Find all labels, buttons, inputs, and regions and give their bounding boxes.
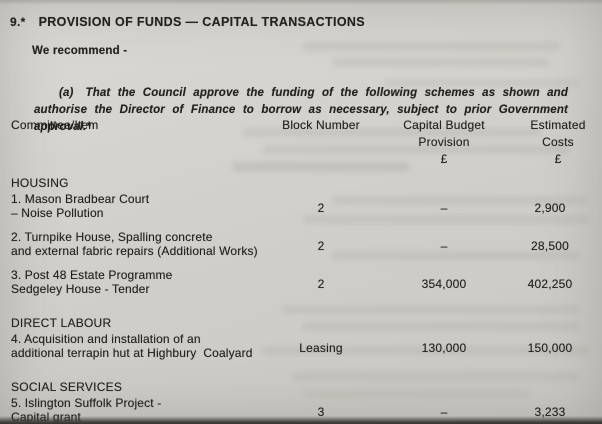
header-line: Provision — [418, 135, 470, 149]
item-line: – Noise Pollution — [11, 206, 104, 220]
header-line: Estimated — [530, 118, 586, 132]
table-row: 2. Turnpike House, Spalling concrete and … — [0, 230, 602, 258]
recommend-label: We recommend - — [32, 45, 128, 57]
block-number-value: 3 — [317, 405, 325, 419]
recommendation-clause: (a) That the Council approve the funding … — [34, 85, 568, 136]
clause-marker: (a) — [59, 86, 74, 99]
page-title: PROVISION OF FUNDS — CAPITAL TRANSACTION… — [38, 15, 365, 29]
item-description: 4. Acquisition and installation of an add… — [0, 332, 268, 360]
item-description: 3. Post 48 Estate Programme Sedgeley Hous… — [0, 268, 268, 296]
document-heading: 9.* PROVISION OF FUNDS — CAPITAL TRANSAC… — [10, 15, 365, 29]
header-line: Capital Budget — [403, 118, 485, 132]
item-line: Capital grant — [11, 410, 81, 424]
item-line: Sedgeley House - Tender — [11, 282, 150, 296]
item-line: 2. Turnpike House, Spalling concrete — [11, 230, 213, 244]
agenda-item-number: 9.* — [10, 15, 26, 29]
item-line: and external fabric repairs (Additional … — [11, 244, 258, 258]
estimated-costs-value: 150,000 — [527, 341, 573, 355]
block-number-value: 2 — [317, 201, 325, 215]
bleed-through-artifact — [332, 58, 550, 67]
capital-budget-provision-value: – — [440, 239, 448, 253]
block-number-value: Leasing — [299, 341, 343, 355]
item-line: 4. Acquisition and installation of an — [11, 332, 201, 346]
table-body: HOUSING 1. Mason Bradbear Court – Noise Po… — [0, 176, 602, 424]
bleed-through-artifact — [302, 42, 560, 51]
section-header: SOCIAL SERVICES — [11, 380, 123, 394]
currency-symbol: £ — [440, 152, 448, 166]
table-row: 3. Post 48 Estate Programme Sedgeley Hous… — [0, 268, 602, 296]
estimated-costs-value: 402,250 — [527, 277, 573, 291]
block-number-value: 2 — [317, 239, 325, 253]
capital-budget-provision-value: – — [440, 201, 448, 215]
table-row: 4. Acquisition and installation of an add… — [0, 332, 602, 360]
table-row: 5. Islington Suffolk Project - Capital gr… — [0, 396, 602, 424]
section-header: DIRECT LABOUR — [11, 316, 112, 330]
item-description: 5. Islington Suffolk Project - Capital gr… — [0, 396, 268, 424]
column-header-committee-item: Committee/Item — [11, 118, 99, 132]
photo-edge-shadow-top — [0, 0, 602, 5]
section-header: HOUSING — [11, 176, 69, 190]
item-description: 1. Mason Bradbear Court – Noise Pollution — [0, 192, 268, 220]
capital-transactions-table: Committee/Item Block Number Capital Budg… — [0, 112, 602, 424]
estimated-costs-value: 28,500 — [531, 239, 569, 253]
capital-budget-provision-value: 130,000 — [421, 341, 467, 355]
column-header-capital-budget-provision: Capital Budget Provision £ — [374, 117, 514, 168]
block-number-value: 2 — [317, 277, 325, 291]
item-line: 1. Mason Bradbear Court — [11, 192, 150, 206]
currency-symbol: £ — [554, 152, 562, 166]
table-row: 1. Mason Bradbear Court – Noise Pollution… — [0, 192, 602, 220]
table-header-row: Committee/Item Block Number Capital Budg… — [0, 112, 602, 168]
clause-text: That the Council approve the funding of … — [34, 86, 568, 133]
capital-budget-provision-value: 354,000 — [421, 277, 467, 291]
item-line: 5. Islington Suffolk Project - — [11, 396, 162, 410]
item-description: 2. Turnpike House, Spalling concrete and … — [0, 230, 268, 258]
estimated-costs-value: 3,233 — [534, 405, 566, 419]
item-line: 3. Post 48 Estate Programme — [11, 268, 173, 282]
capital-budget-provision-value: – — [440, 405, 448, 419]
estimated-costs-value: 2,900 — [534, 201, 566, 215]
header-line: Costs — [542, 135, 574, 149]
column-header-estimated-costs: Estimated Costs £ — [514, 117, 602, 168]
column-header-block-number: Block Number — [282, 118, 360, 132]
item-line: additional terrapin hut at Highbury Coal… — [11, 346, 253, 360]
